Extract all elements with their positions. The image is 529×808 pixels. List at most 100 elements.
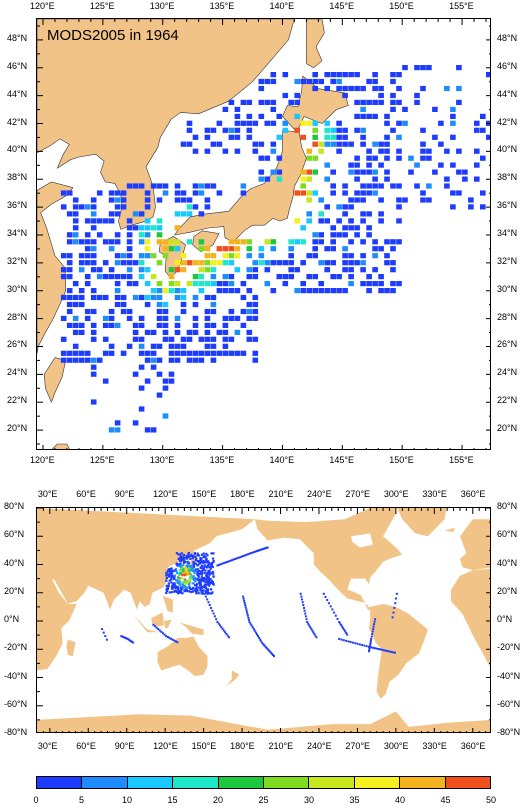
lat-label-right: 26°N [497,339,518,350]
obs-point [200,553,203,556]
obs-cell [366,190,372,196]
obs-cell [222,343,229,349]
obs-point [165,591,168,595]
obs-cell [372,190,378,196]
obs-point [228,636,230,639]
lat-label-right: -20°N [497,642,521,653]
obs-cell [252,267,259,273]
obs-cell [78,288,85,294]
obs-point [171,570,174,573]
obs-point [177,588,180,591]
obs-cell [336,232,342,238]
obs-cell [396,281,402,287]
obs-point [180,576,183,579]
obs-cell [120,253,127,259]
obs-cell [72,204,79,210]
obs-point [372,628,375,631]
obs-cell [306,218,312,224]
obs-point [208,584,211,587]
obs-cell [66,267,73,273]
obs-cell [330,225,336,231]
obs-cell [120,308,127,315]
obs-point [180,555,183,558]
obs-point [205,565,208,568]
obs-cell [270,288,277,294]
obs-point [101,628,104,631]
obs-point [308,624,311,627]
colorbar-tick-label: 10 [121,795,133,805]
luzon [51,443,70,449]
obs-cell [390,92,396,99]
obs-cell [318,288,324,294]
colorbar-tick-label: 15 [167,795,178,805]
obs-cell [138,315,145,321]
obs-point [304,615,307,618]
obs-point [205,552,208,555]
obs-cell [108,239,115,245]
obs-point [379,648,382,651]
obs-point [173,584,176,587]
obs-cell [474,127,480,133]
obs-cell [90,225,97,231]
obs-cell [66,211,73,217]
obs-cell [366,155,372,161]
obs-point [314,634,317,637]
obs-cell [204,183,211,189]
obs-cell [150,274,157,280]
obs-cell [294,218,300,224]
obs-point [207,601,210,604]
obs-point [242,597,245,600]
obs-point [202,556,205,559]
obs-cell [78,204,85,210]
obs-cell [270,141,277,147]
colorbar-tick-label: 50 [485,795,497,805]
obs-cell [138,211,145,217]
obs-cell [456,99,462,105]
obs-cell [192,260,199,266]
obs-point [196,553,199,556]
obs-point [167,568,170,571]
obs-point [167,573,170,576]
obs-cell [336,72,342,78]
lon-label-bottom: 360°E [460,741,486,751]
obs-cell [246,120,253,126]
obs-cell [216,350,223,356]
obs-cell [420,197,426,203]
obs-cell [372,267,378,273]
obs-cell [450,204,456,210]
obs-cell [360,141,366,147]
obs-cell [120,301,127,308]
obs-cell [192,350,199,356]
obs-cell [372,155,378,161]
obs-point [235,557,238,560]
obs-point [181,572,184,575]
obs-point [182,561,186,564]
obs-point [188,582,191,585]
obs-point [208,572,211,575]
lat-label-left: 44°N [7,88,28,99]
obs-point [195,583,199,586]
obs-cell [246,329,253,335]
obs-cell [360,134,366,140]
obs-cell [234,120,241,126]
lat-label-left: -80°N [4,727,28,737]
obs-cell [126,315,133,321]
obs-cell [162,336,169,342]
obs-cell [300,260,306,266]
obs-cell [366,232,372,238]
obs-cell [114,211,121,217]
obs-point [165,584,168,587]
obs-cell [90,246,97,252]
obs-point [212,583,215,586]
obs-point [221,562,224,565]
obs-cell [312,141,318,147]
obs-cell [186,260,193,266]
obs-cell [246,267,253,273]
obs-point [194,590,197,593]
obs-cell [90,329,97,335]
obs-cell [168,239,175,245]
obs-cell [336,204,342,210]
obs-cell [108,350,115,356]
obs-cell [174,315,181,321]
obs-cell [282,72,289,78]
